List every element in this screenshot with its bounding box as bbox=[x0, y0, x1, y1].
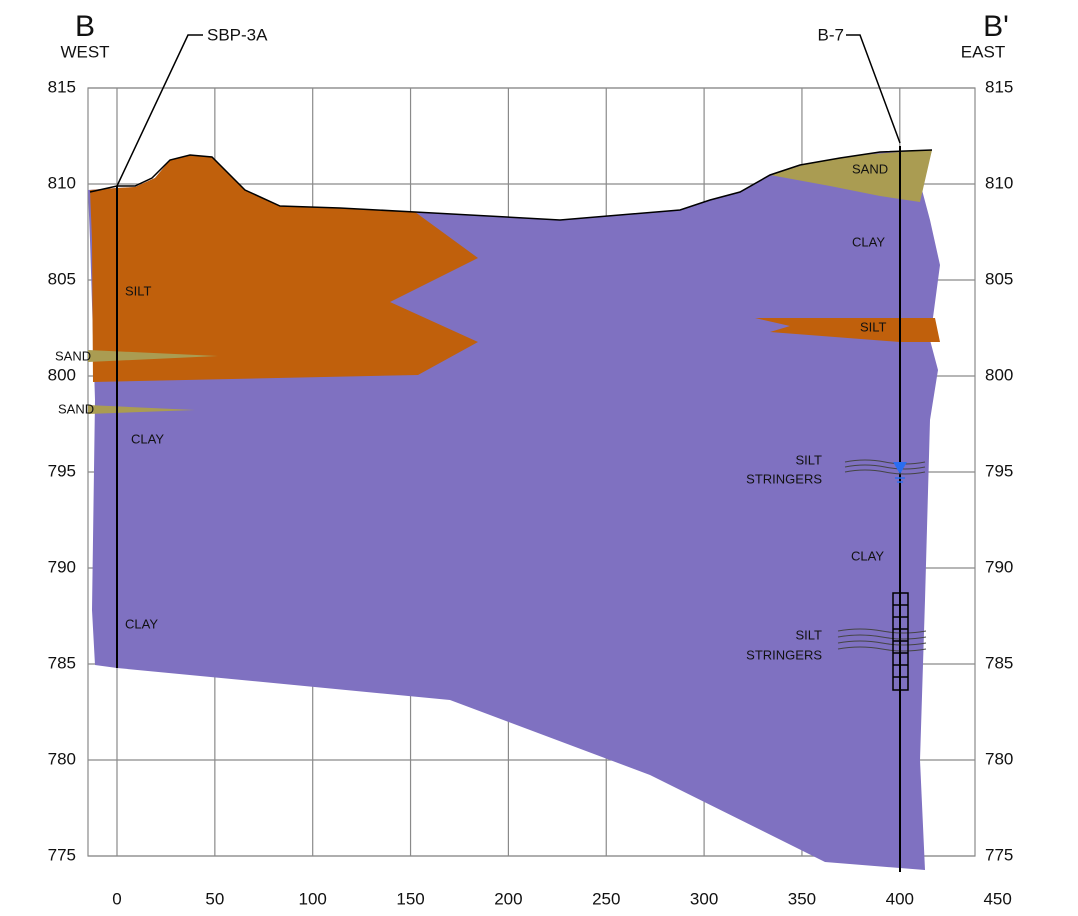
water-table bbox=[895, 477, 905, 483]
leader bbox=[846, 34, 901, 144]
boring-label: SBP-3A bbox=[207, 25, 268, 44]
y-tick-label: 785 bbox=[48, 653, 76, 672]
y-tick-label: 785 bbox=[985, 653, 1013, 672]
y-tick-label: 805 bbox=[48, 269, 76, 288]
y-tick-label: 810 bbox=[48, 173, 76, 192]
x-tick-label: 150 bbox=[396, 889, 424, 908]
y-tick-label: 775 bbox=[985, 845, 1013, 864]
x-tick-label: 100 bbox=[299, 889, 327, 908]
x-tick-label: 350 bbox=[788, 889, 816, 908]
y-tick-label: 800 bbox=[48, 365, 76, 384]
leader bbox=[116, 34, 203, 187]
layer-label: STRINGERS bbox=[746, 647, 822, 662]
direction: EAST bbox=[961, 42, 1005, 61]
screen bbox=[892, 592, 909, 691]
layer-label: SAND bbox=[58, 401, 94, 416]
direction: WEST bbox=[60, 42, 109, 61]
layer-label: SILT bbox=[796, 452, 823, 467]
y-tick-label: 780 bbox=[985, 749, 1013, 768]
layer-label: SILT bbox=[860, 319, 887, 334]
section-letter: B' bbox=[983, 10, 1009, 43]
stringers bbox=[837, 459, 927, 652]
y-tick-label: 810 bbox=[985, 173, 1013, 192]
layer-label: CLAY bbox=[131, 431, 164, 446]
y-tick-label: 795 bbox=[48, 461, 76, 480]
section-letter: B bbox=[75, 10, 95, 43]
silt-layer-west bbox=[90, 155, 478, 382]
layer-label: SAND bbox=[852, 161, 888, 176]
x-tick-label: 50 bbox=[205, 889, 224, 908]
x-tick-label: 450 bbox=[983, 889, 1011, 908]
y-tick-label: 780 bbox=[48, 749, 76, 768]
layer-label: CLAY bbox=[125, 616, 158, 631]
layer-label: STRINGERS bbox=[746, 471, 822, 486]
sand-lens bbox=[88, 405, 195, 414]
sand-lens bbox=[88, 350, 218, 362]
layer-label: SAND bbox=[55, 348, 91, 363]
y-tick-label: 790 bbox=[985, 557, 1013, 576]
water-table bbox=[893, 462, 907, 474]
y-tick-label: 800 bbox=[985, 365, 1013, 384]
y-tick-label: 815 bbox=[48, 77, 76, 96]
boring-label: B-7 bbox=[818, 25, 844, 44]
x-tick-label: 400 bbox=[886, 889, 914, 908]
layer-label: SILT bbox=[796, 627, 823, 642]
layer-label: CLAY bbox=[851, 548, 884, 563]
y-tick-label: 775 bbox=[48, 845, 76, 864]
layer-label: SILT bbox=[125, 283, 152, 298]
y-tick-label: 805 bbox=[985, 269, 1013, 288]
silt-layer-east bbox=[755, 318, 940, 342]
y-tick-label: 815 bbox=[985, 77, 1013, 96]
x-tick-label: 300 bbox=[690, 889, 718, 908]
layer-label: CLAY bbox=[852, 234, 885, 249]
x-tick-label: 250 bbox=[592, 889, 620, 908]
x-tick-label: 200 bbox=[494, 889, 522, 908]
y-tick-label: 795 bbox=[985, 461, 1013, 480]
ground-surface bbox=[89, 149, 933, 221]
x-tick-label: 0 bbox=[112, 889, 121, 908]
y-tick-label: 790 bbox=[48, 557, 76, 576]
